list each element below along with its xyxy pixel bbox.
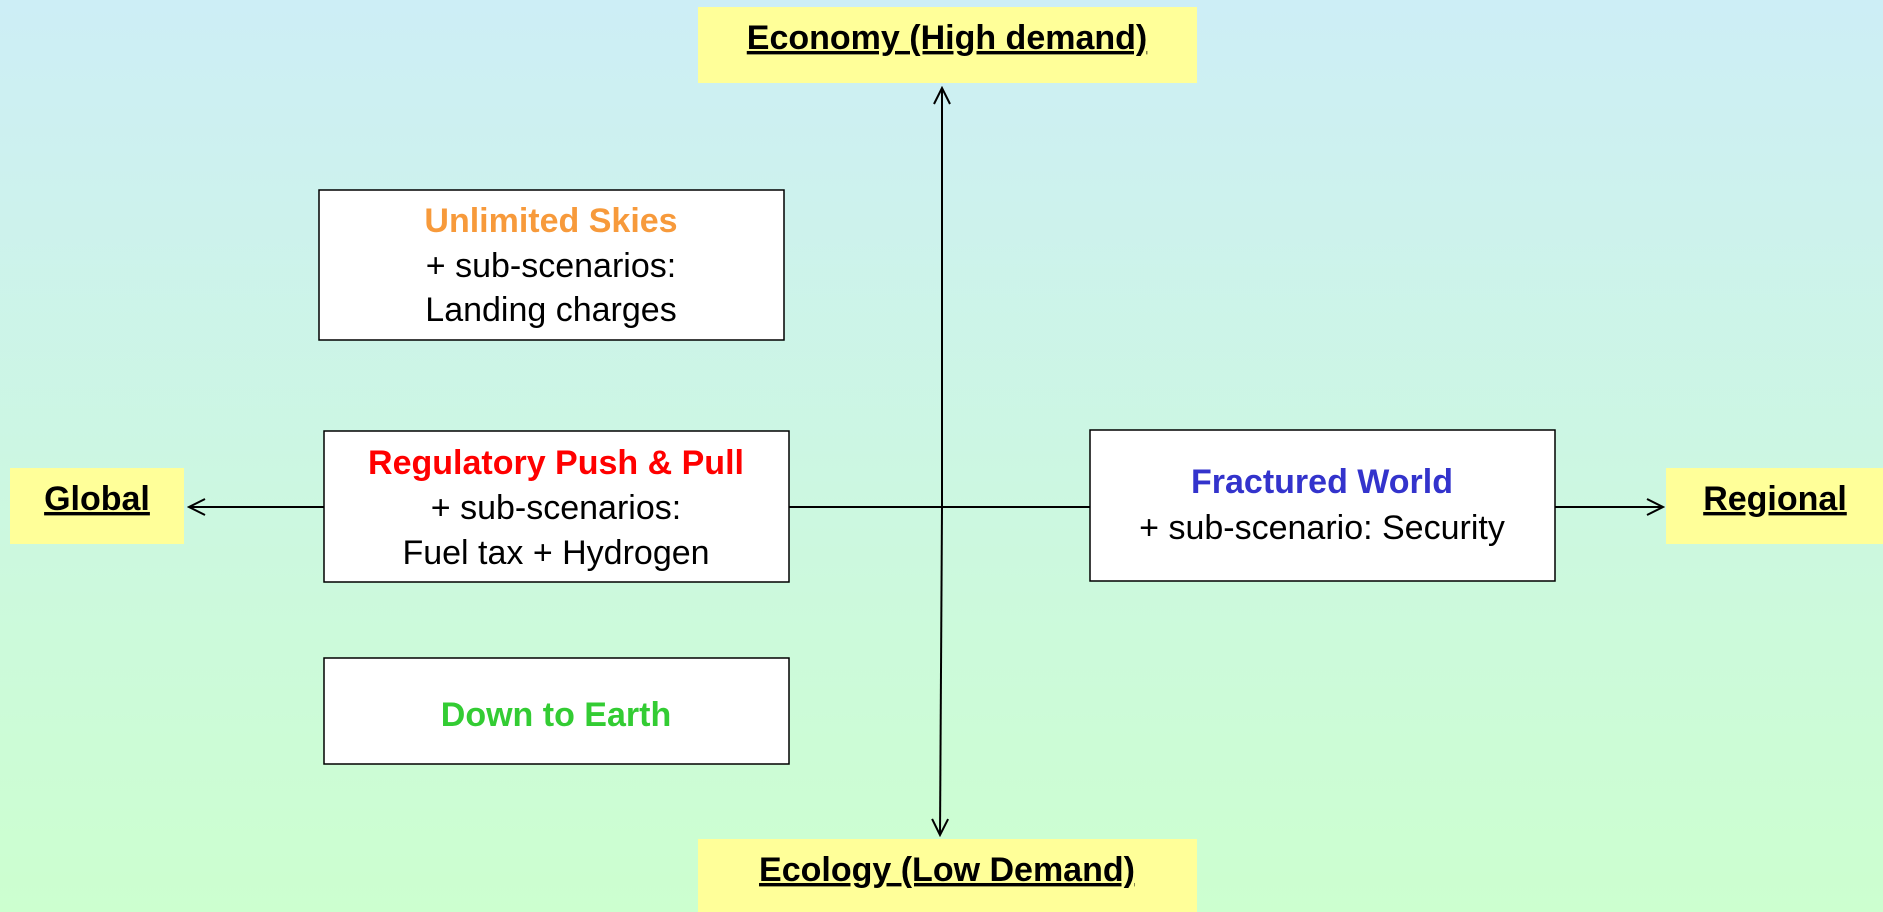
axis-arrow-down (940, 506, 942, 835)
axis-label-box (698, 7, 1197, 83)
axis-label: Ecology (Low Demand) (759, 851, 1135, 889)
scenario-box (318, 189, 785, 341)
axis-label-box (1666, 468, 1883, 544)
scenario-box (323, 430, 790, 583)
scenario-line: Fuel tax + Hydrogen (402, 534, 709, 572)
axis-label-box (10, 468, 184, 544)
scenario-line: + sub-scenarios: (431, 489, 681, 527)
scenario-title: Regulatory Push & Pull (368, 444, 744, 482)
axis-label-box (698, 839, 1197, 912)
scenario-title: Unlimited Skies (424, 202, 677, 240)
scenario-title: Down to Earth (441, 696, 671, 734)
scenario-box (1089, 429, 1556, 582)
axis-label: Regional (1703, 480, 1847, 518)
scenario-box (323, 657, 790, 765)
scenario-title: Fractured World (1191, 463, 1453, 501)
scenario-line: + sub-scenarios: (426, 247, 676, 285)
axis-label: Global (44, 480, 150, 518)
scenario-line: + sub-scenario: Security (1139, 509, 1505, 547)
axis-label: Economy (High demand) (747, 19, 1147, 57)
scenario-line: Landing charges (425, 291, 676, 329)
